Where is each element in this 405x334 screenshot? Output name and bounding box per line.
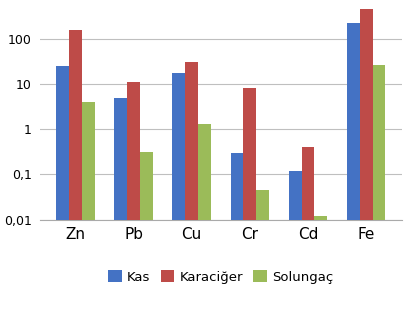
Bar (372, 65, 384, 334)
Bar (114, 98, 127, 334)
Bar (172, 73, 185, 334)
Bar (230, 153, 243, 334)
Bar (288, 171, 301, 334)
Bar (256, 190, 269, 334)
Bar (185, 61, 198, 334)
Legend: Kas, Karaciğer, Solungaç: Kas, Karaciğer, Solungaç (103, 265, 337, 289)
Bar (56, 66, 69, 334)
Bar (81, 102, 94, 334)
Bar (359, 9, 372, 334)
Bar (140, 152, 152, 334)
Bar (313, 216, 326, 334)
Bar (198, 124, 210, 334)
Bar (346, 23, 359, 334)
Bar (69, 30, 81, 334)
Bar (301, 147, 313, 334)
Bar (127, 82, 140, 334)
Bar (243, 88, 256, 334)
